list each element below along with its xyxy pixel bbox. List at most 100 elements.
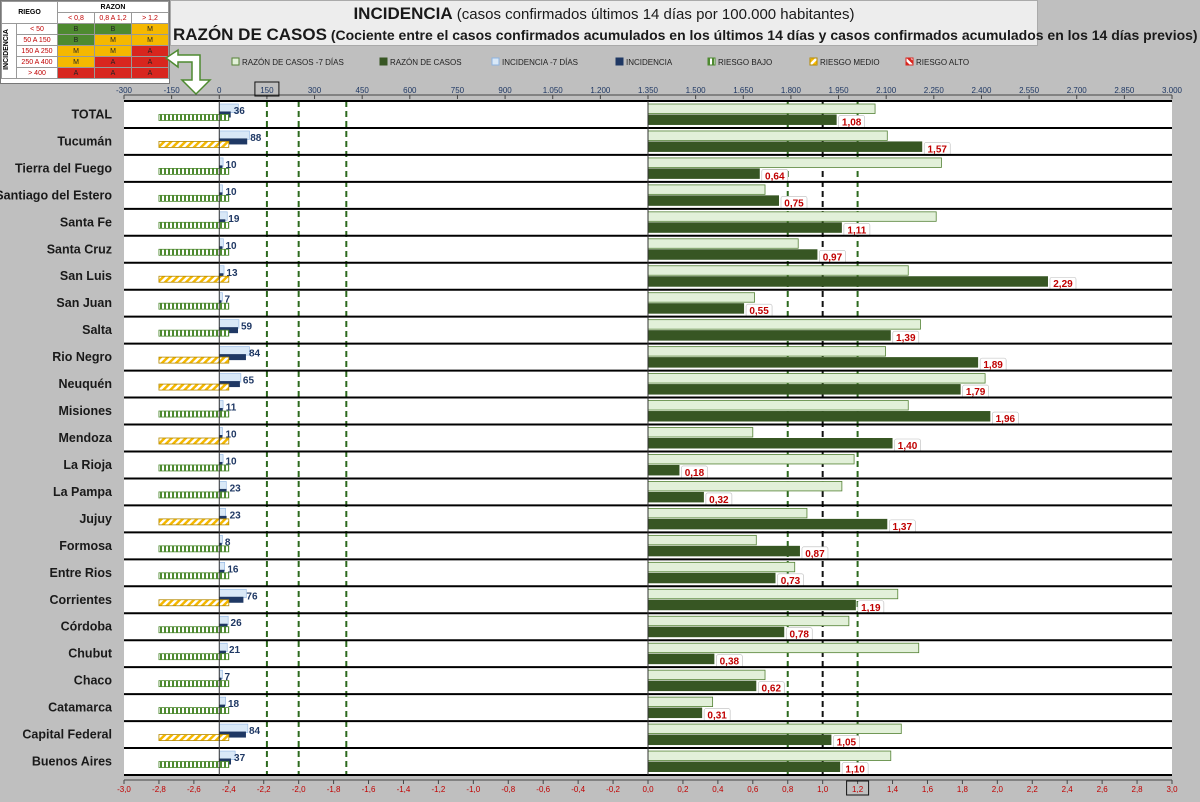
bar-risk (158, 221, 230, 229)
bar-ratio (648, 357, 979, 368)
bar-ratio (648, 411, 991, 422)
bar-ratio-prev (647, 507, 808, 519)
legend-swatch (809, 57, 818, 66)
incidence-data-label: 59 (241, 322, 253, 333)
bottom-axis-tick-label: 0,2 (677, 785, 689, 794)
category-label: Formosa (59, 539, 113, 553)
incidence-data-label: 8 (225, 537, 231, 548)
category-label: La Rioja (63, 458, 113, 472)
bar-incidence (219, 138, 248, 145)
category-label: Misiones (59, 404, 113, 418)
bottom-axis-tick-label: -0,6 (536, 785, 550, 794)
bottom-axis-tick-label: -2,2 (257, 785, 271, 794)
bar-ratio (648, 761, 841, 772)
bottom-axis-tick-label: 1,0 (817, 785, 829, 794)
incidence-data-label: 10 (225, 187, 237, 198)
bar-ratio-prev (647, 238, 799, 249)
bottom-axis-tick-label: -2,8 (152, 785, 166, 794)
incidence-data-label: 16 (227, 564, 239, 575)
bar-ratio (648, 626, 785, 638)
risk-cell: A (94, 67, 132, 79)
bar-risk (158, 572, 230, 580)
top-axis-tick-label: 1.650 (733, 86, 754, 95)
bar-ratio-prev (647, 400, 909, 411)
legend-swatch (231, 57, 240, 66)
ratio-data-label: 1,57 (927, 144, 947, 155)
bar-incidence-prev (218, 696, 226, 706)
ratio-data-label: 1,96 (996, 414, 1016, 425)
bar-incidence (219, 381, 240, 388)
category-label: Santa Fe (60, 215, 112, 229)
bar-ratio (648, 384, 961, 395)
bar-incidence-prev (218, 400, 224, 410)
legend-label: RIESGO MEDIO (820, 58, 880, 67)
top-axis-tick-label: -300 (116, 86, 133, 95)
legend-label: RIESGO BAJO (718, 58, 772, 67)
bottom-axis-tick-label: -2,6 (187, 785, 201, 794)
ratio-data-label: 1,19 (861, 603, 881, 614)
bar-incidence-prev (218, 238, 224, 248)
ratio-title: RAZÓN DE CASOS (Cociente entre el casos … (173, 25, 1198, 45)
bottom-axis-tick-label: 2,6 (1097, 785, 1109, 794)
bar-ratio (648, 545, 800, 557)
bottom-axis-highlight-box (846, 780, 870, 796)
bottom-axis-tick-label: -0,2 (606, 785, 620, 794)
top-axis-tick-label: 2.700 (1067, 86, 1088, 95)
bottom-axis-tick-label: 2,2 (1027, 785, 1039, 794)
incidence-data-label: 76 (246, 591, 258, 602)
bar-risk (158, 167, 230, 175)
legend-label: INCIDENCIA (626, 58, 673, 67)
bar-risk (158, 383, 230, 391)
bar-ratio-prev (647, 723, 902, 734)
ratio-data-label: 0,31 (707, 711, 727, 722)
bar-ratio-prev (647, 184, 766, 195)
category-label: Buenos Aires (32, 755, 112, 769)
ratio-data-label: 0,55 (749, 306, 769, 317)
bar-ratio-prev (647, 265, 909, 276)
top-axis-tick-label: 1.350 (638, 86, 659, 95)
category-label: San Luis (60, 269, 112, 283)
bar-ratio (648, 707, 703, 719)
bar-ratio-prev (647, 615, 850, 627)
risk-matrix-table: RIEGO RAZON < 0,8 0,8 A 1,2 > 1,2 INCIDENCIA <… (0, 0, 170, 84)
bar-incidence-prev (218, 373, 242, 383)
bar-incidence-prev (218, 157, 224, 167)
category-label: Tierra del Fuego (15, 161, 112, 175)
bar-ratio-prev (647, 669, 766, 681)
bar-ratio (648, 195, 779, 206)
incidence-data-label: 18 (228, 699, 240, 710)
bottom-axis-tick-label: 0,0 (642, 785, 654, 794)
bar-incidence-prev (218, 615, 229, 626)
bar-incidence-prev (218, 508, 226, 518)
top-axis-tick-label: 1.950 (829, 86, 850, 95)
top-axis-tick-label: 150 (260, 86, 274, 95)
bar-ratio-prev (647, 481, 843, 492)
incidence-data-label: 84 (249, 349, 261, 360)
bottom-axis-tick-label: -1,2 (432, 785, 446, 794)
bar-incidence (219, 731, 246, 738)
top-axis-tick-label: 750 (451, 86, 465, 95)
bar-incidence-prev (218, 346, 250, 356)
bar-risk (158, 329, 230, 337)
risk-cell: M (131, 34, 169, 46)
legend-swatch (615, 57, 624, 66)
category-label: Salta (82, 323, 113, 337)
top-axis-tick-label: 2.850 (1114, 86, 1135, 95)
top-axis-tick-label: 1.800 (781, 86, 802, 95)
bar-incidence-prev (218, 130, 250, 140)
top-axis-highlight-box (254, 81, 280, 97)
bar-ratio (648, 438, 893, 449)
bar-risk (158, 518, 230, 526)
bottom-axis-tick-label: -0,4 (571, 785, 585, 794)
ratio-data-label: 0,38 (720, 657, 740, 668)
ratio-data-label: 0,78 (790, 630, 810, 641)
bottom-axis-tick-label: 2,8 (1132, 785, 1144, 794)
ratio-data-label: 1,39 (896, 333, 916, 344)
bar-ratio-prev (647, 130, 888, 141)
bar-ratio-prev (647, 561, 796, 573)
incidence-data-label: 37 (234, 753, 246, 764)
bar-risk (158, 653, 230, 661)
category-label: Corrientes (49, 593, 112, 607)
